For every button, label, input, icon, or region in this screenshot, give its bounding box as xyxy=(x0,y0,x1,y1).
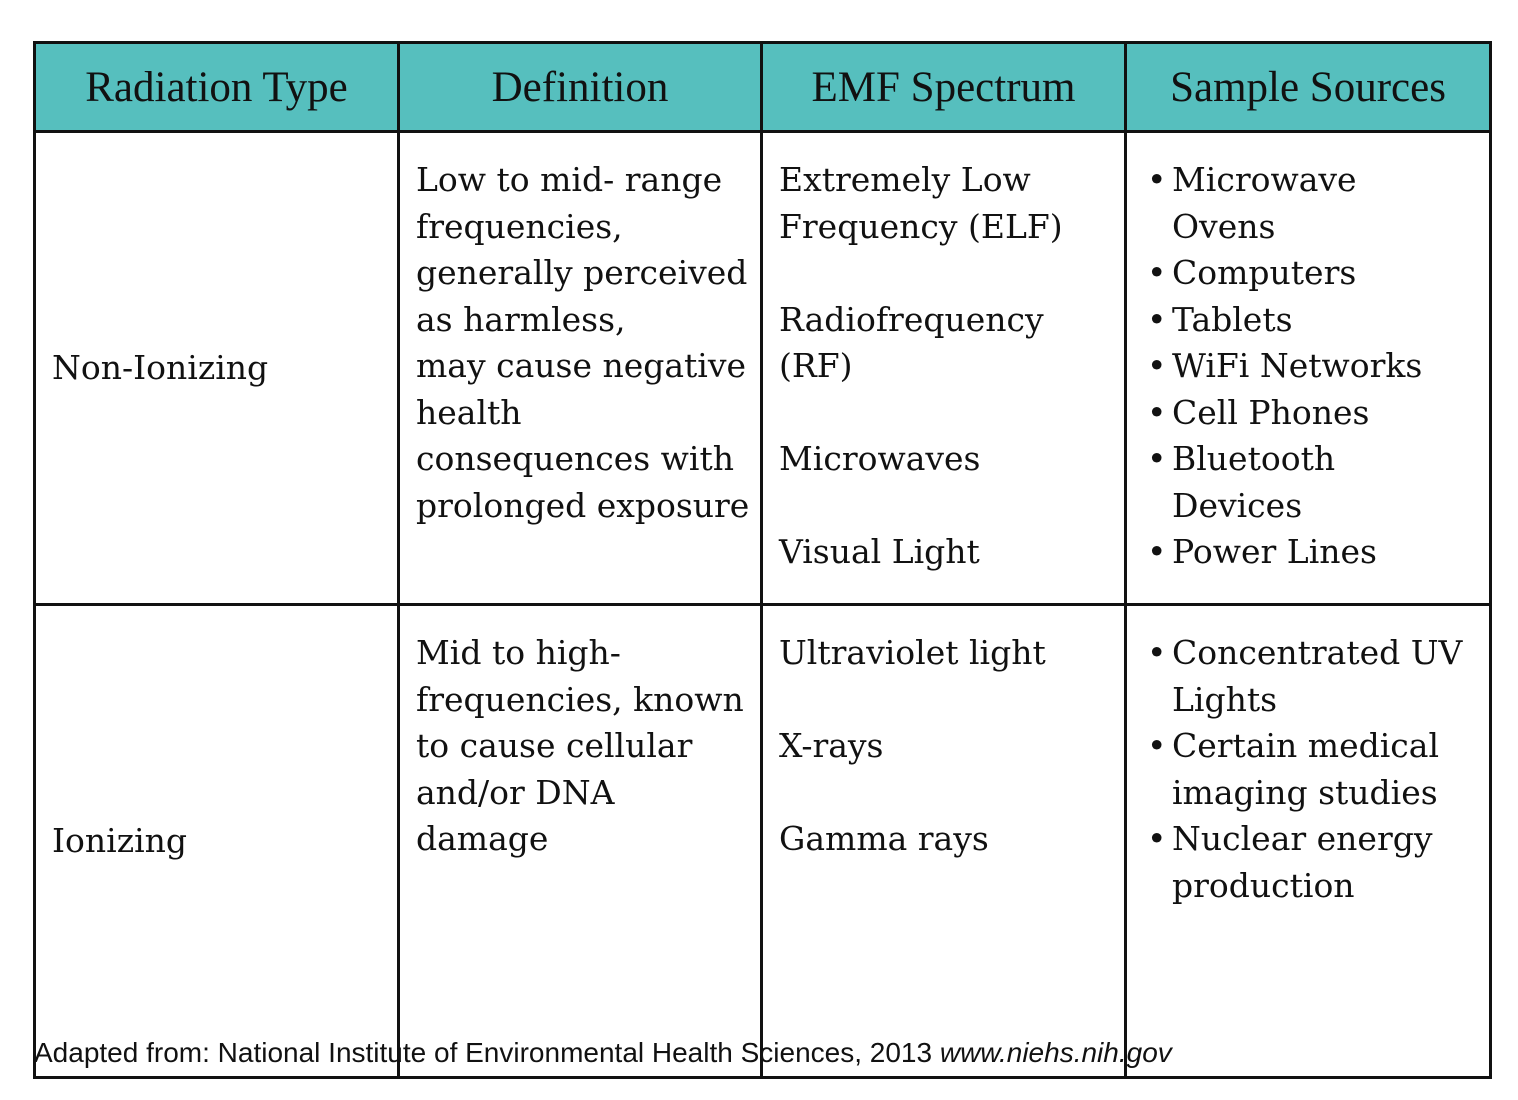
source-item: Certain medical imaging studies xyxy=(1147,723,1481,816)
source-line: production xyxy=(1172,865,1355,905)
citation-text: Adapted from: National Institute of Envi… xyxy=(34,1037,933,1068)
sources-list: Concentrated UV Lights Certain medical i… xyxy=(1127,606,1489,909)
sample-sources-cell: Concentrated UV Lights Certain medical i… xyxy=(1124,603,1492,1079)
source-line: Microwave xyxy=(1172,160,1357,199)
emf-spectrum-cell: Ultraviolet light X-rays Gamma rays xyxy=(760,603,1127,1079)
radiation-type-cell: Non-Ionizing xyxy=(33,130,400,606)
emf-spectrum-cell: Extremely Low Frequency (ELF) Radiofrequ… xyxy=(760,130,1127,606)
spectrum-item-ultraviolet: Ultraviolet light xyxy=(779,630,1114,677)
definition-line: health xyxy=(416,392,522,432)
sources-list: Microwave Ovens Computers Tablets WiFi N… xyxy=(1127,133,1489,576)
sample-sources-cell: Microwave Ovens Computers Tablets WiFi N… xyxy=(1124,130,1492,606)
spectrum-line: Visual Light xyxy=(779,532,980,571)
source-item: Cell Phones xyxy=(1147,390,1481,437)
definition-line: to cause cellular xyxy=(416,726,693,765)
source-item: Tablets xyxy=(1147,297,1481,344)
definition-line: consequences with xyxy=(416,439,734,478)
definition-cell: Mid to high- frequencies, known to cause… xyxy=(397,603,763,1079)
definition-line: as harmless, xyxy=(416,299,626,339)
table-row-ionizing: Ionizing Mid to high- frequencies, known… xyxy=(33,603,1492,1079)
source-line: imaging studies xyxy=(1172,772,1438,812)
spectrum-line: Gamma rays xyxy=(779,819,989,858)
source-line: Concentrated UV xyxy=(1172,633,1463,672)
spectrum-line: Microwaves xyxy=(779,439,981,478)
spectrum-line: Extremely Low xyxy=(779,160,1031,199)
spectrum-line: Radiofrequency xyxy=(779,299,1044,339)
source-item: Microwave Ovens xyxy=(1147,157,1481,250)
spectrum-item-x-rays: X-rays xyxy=(779,723,1114,770)
source-line: Computers xyxy=(1172,253,1357,292)
source-line: WiFi Networks xyxy=(1172,346,1423,385)
source-item: Power Lines xyxy=(1147,529,1481,576)
header-definition: Definition xyxy=(397,41,763,133)
definition-line: Mid to high- xyxy=(416,633,621,672)
source-item: WiFi Networks xyxy=(1147,343,1481,390)
definition-line: Low to mid- range xyxy=(416,160,723,199)
definition-line: prolonged exposure xyxy=(416,485,750,525)
spectrum-item-elf: Extremely Low Frequency (ELF) xyxy=(779,157,1114,250)
citation-url: www.niehs.nih.gov xyxy=(939,1037,1172,1068)
source-line: Cell Phones xyxy=(1172,392,1370,432)
source-item: Bluetooth Devices xyxy=(1147,436,1481,529)
source-item: Computers xyxy=(1147,250,1481,297)
definition-line: damage xyxy=(416,819,549,858)
definition-line: may cause negative xyxy=(416,346,747,385)
definition-cell: Low to mid- range frequencies, generally… xyxy=(397,130,763,606)
header-row: Radiation Type Definition EMF Spectrum S… xyxy=(33,41,1492,133)
definition-line: frequencies, xyxy=(416,206,623,246)
spectrum-item-microwaves: Microwaves xyxy=(779,436,1114,483)
spectrum-item-visual-light: Visual Light xyxy=(779,529,1114,576)
source-line: Ovens xyxy=(1172,206,1276,246)
source-line: Bluetooth xyxy=(1172,439,1336,478)
radiation-type-cell: Ionizing xyxy=(33,603,400,1079)
radiation-types-table: Radiation Type Definition EMF Spectrum S… xyxy=(33,41,1492,1079)
spectrum-item-rf: Radiofrequency (RF) xyxy=(779,297,1114,390)
spectrum-line: Frequency (ELF) xyxy=(779,206,1063,246)
source-line: Tablets xyxy=(1172,299,1293,339)
spectrum-item-gamma-rays: Gamma rays xyxy=(779,816,1114,863)
source-item: Concentrated UV Lights xyxy=(1147,630,1481,723)
source-line: Certain medical xyxy=(1172,726,1439,765)
source-citation: Adapted from: National Institute of Envi… xyxy=(34,1037,1172,1069)
spectrum-line: X-rays xyxy=(779,726,884,765)
source-line: Nuclear energy xyxy=(1172,819,1433,858)
header-radiation-type: Radiation Type xyxy=(33,41,400,133)
definition-line: generally perceived xyxy=(416,253,748,292)
spectrum-line: (RF) xyxy=(779,346,853,385)
source-line: Power Lines xyxy=(1172,532,1377,571)
header-emf-spectrum: EMF Spectrum xyxy=(760,41,1127,133)
source-line: Lights xyxy=(1172,679,1278,719)
definition-line: frequencies, known xyxy=(416,679,744,719)
source-line: Devices xyxy=(1172,485,1303,525)
table-row-non-ionizing: Non-Ionizing Low to mid- range frequenci… xyxy=(33,130,1492,606)
definition-line: and/or DNA xyxy=(416,772,615,812)
source-item: Nuclear energy production xyxy=(1147,816,1481,909)
header-sample-sources: Sample Sources xyxy=(1124,41,1492,133)
spectrum-line: Ultraviolet light xyxy=(779,633,1046,672)
